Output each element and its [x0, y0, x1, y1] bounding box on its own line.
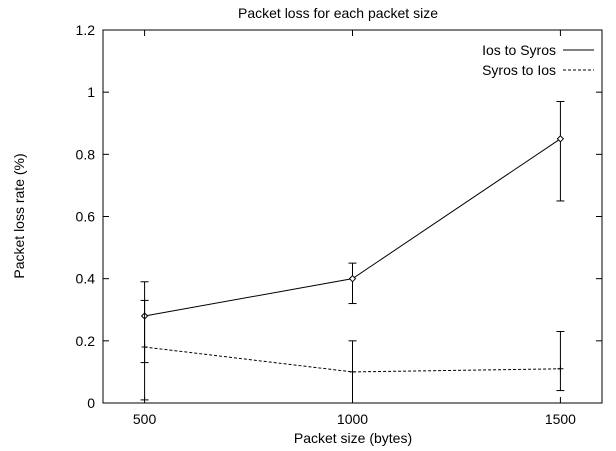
y-tick-label: 1 [87, 84, 95, 100]
y-tick-label: 1.2 [76, 22, 96, 38]
series-1 [140, 100, 565, 364]
data-point [348, 274, 357, 283]
series-layer [140, 100, 565, 404]
y-axis-label: Packet loss rate (%) [11, 153, 27, 278]
data-point [141, 344, 148, 351]
x-tick-label: 500 [133, 411, 157, 427]
legend-label: Ios to Syros [482, 42, 556, 58]
chart-title: Packet loss for each packet size [238, 5, 438, 21]
y-tick-label: 0.6 [76, 209, 96, 225]
axes: 0 0.2 0.4 0.6 0.8 1 1.2 500 1000 1500 [76, 22, 603, 427]
x-tick-label: 1500 [545, 411, 576, 427]
y-tick-label: 0.8 [76, 146, 96, 162]
y-tick-label: 0.2 [76, 333, 96, 349]
x-axis-label: Packet size (bytes) [294, 430, 412, 446]
y-tick-label: 0.4 [76, 271, 96, 287]
legend: Ios to Syros Syros to Ios [482, 42, 594, 78]
series-2 [140, 299, 565, 404]
data-point [556, 135, 565, 143]
legend-label: Syros to Ios [482, 62, 556, 78]
x-tick-label: 1000 [337, 411, 368, 427]
data-point [349, 368, 356, 375]
data-point [557, 365, 564, 372]
y-tick-label: 0 [87, 395, 95, 411]
